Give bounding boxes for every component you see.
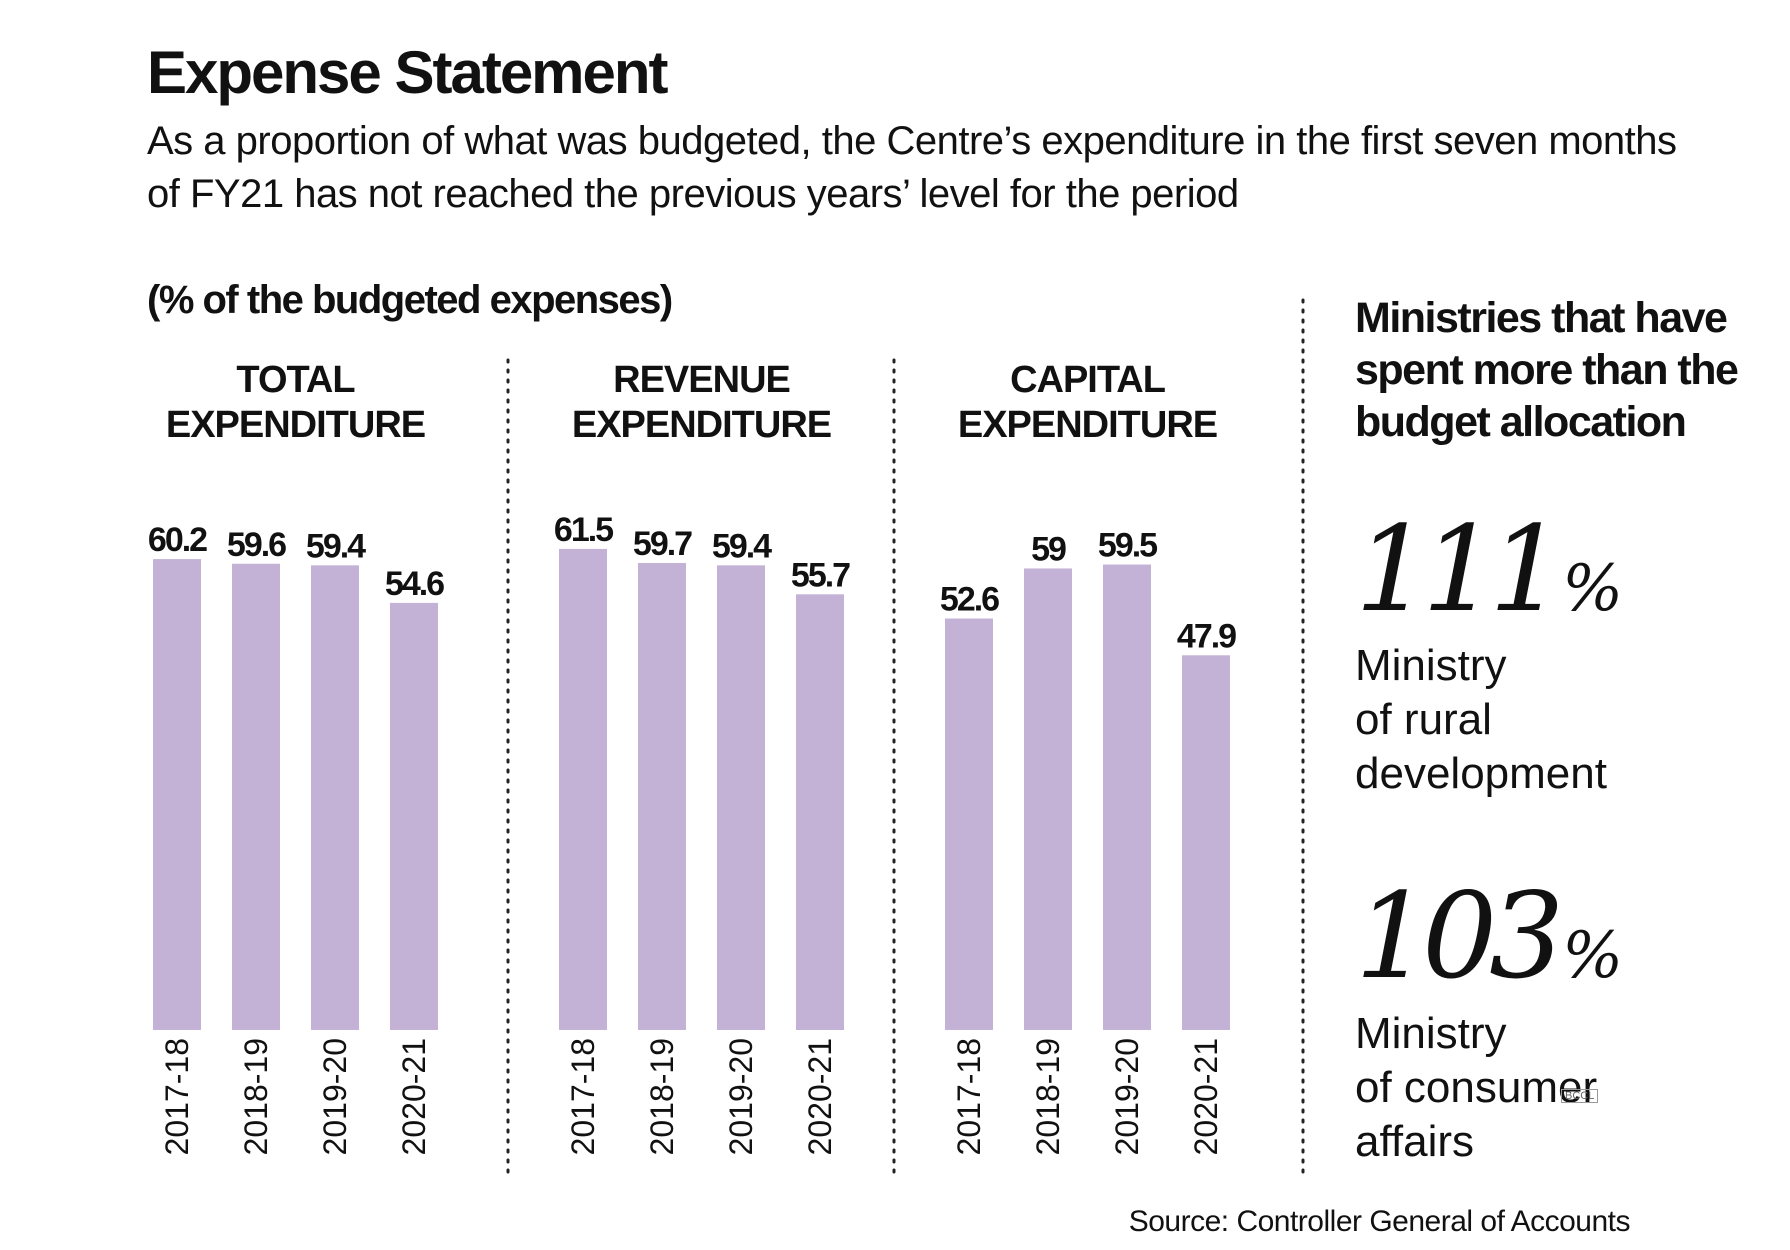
bar: [1103, 564, 1151, 1030]
panel-title-line: REVENUE: [613, 359, 790, 401]
side-panel-heading: Ministries that have spent more than the…: [1355, 294, 1739, 446]
panel-title-line: TOTAL: [236, 359, 355, 401]
stat-label-line: Ministry: [1355, 1009, 1507, 1058]
bar: [717, 565, 765, 1030]
x-tick-label: 2018-19: [238, 1038, 274, 1155]
bar: [1182, 655, 1230, 1030]
data-label: 59.5: [1098, 527, 1157, 565]
source-note: Source: Controller General of Accounts: [1128, 1205, 1631, 1238]
panel-title-line: EXPENDITURE: [958, 404, 1217, 446]
data-label: 59.4: [306, 527, 366, 565]
data-label: 59: [1031, 530, 1066, 568]
stat-number: 103: [1355, 867, 1564, 1005]
data-label: 59.7: [633, 525, 692, 563]
data-label: 54.6: [385, 565, 444, 603]
data-label: 52.6: [940, 581, 999, 619]
data-label: 60.2: [148, 521, 207, 559]
stat-consumer-affairs: 103%: [1355, 877, 1623, 1015]
stat-label: Ministry of consumer affairs: [1355, 1007, 1597, 1169]
data-label: 47.9: [1177, 617, 1236, 655]
panel-title-line: EXPENDITURE: [572, 404, 831, 446]
bar: [390, 602, 438, 1030]
stat-label-line: Ministry: [1355, 641, 1507, 690]
x-tick-label: 2020-21: [802, 1038, 838, 1155]
stat-label-line: of consumer: [1355, 1063, 1598, 1112]
unit-label: (% of the budgeted expenses): [147, 278, 673, 322]
bar: [796, 594, 844, 1030]
panel-title-line: EXPENDITURE: [166, 404, 425, 446]
bar: [232, 563, 280, 1030]
bar: [638, 562, 686, 1030]
chart-title: Expense Statement: [147, 39, 669, 106]
x-tick-label: 2017-18: [159, 1038, 195, 1155]
stat-value: 103%: [1355, 877, 1623, 1015]
x-tick-label: 2020-21: [1188, 1038, 1224, 1155]
x-tick-label: 2020-21: [396, 1038, 432, 1155]
bar: [153, 559, 201, 1030]
data-label: 55.7: [791, 556, 850, 594]
bar: [945, 618, 993, 1030]
bar: [311, 565, 359, 1030]
stat-rural-development: 111%: [1355, 510, 1623, 648]
watermark: BCCL: [1561, 1089, 1599, 1103]
stat-label-line: development: [1355, 749, 1607, 798]
stat-percent-sign: %: [1562, 919, 1624, 993]
x-tick-label: 2017-18: [565, 1038, 601, 1155]
chart-subtitle: As a proportion of what was budgeted, th…: [147, 119, 1677, 216]
stat-label-line: of rural: [1355, 695, 1492, 744]
x-tick-label: 2019-20: [1109, 1038, 1145, 1155]
bar: [559, 548, 607, 1030]
data-label: 59.4: [712, 527, 772, 565]
x-tick-label: 2019-20: [723, 1038, 759, 1155]
stat-number: 111: [1355, 500, 1564, 638]
x-tick-label: 2018-19: [644, 1038, 680, 1155]
data-label: 59.6: [227, 526, 286, 564]
stat-label-line: affairs: [1355, 1117, 1475, 1166]
side-panel: Ministries that have spent more than the…: [1355, 292, 1755, 1166]
x-tick-label: 2017-18: [951, 1038, 987, 1155]
bar: [1024, 568, 1072, 1030]
stat-label: Ministry of rural development: [1355, 639, 1607, 801]
stat-value: 111%: [1355, 510, 1623, 648]
data-label: 61.5: [554, 511, 613, 549]
panel-title-line: CAPITAL: [1010, 359, 1166, 401]
x-tick-label: 2018-19: [1030, 1038, 1066, 1155]
x-tick-label: 2019-20: [317, 1038, 353, 1155]
stat-percent-sign: %: [1562, 552, 1624, 626]
